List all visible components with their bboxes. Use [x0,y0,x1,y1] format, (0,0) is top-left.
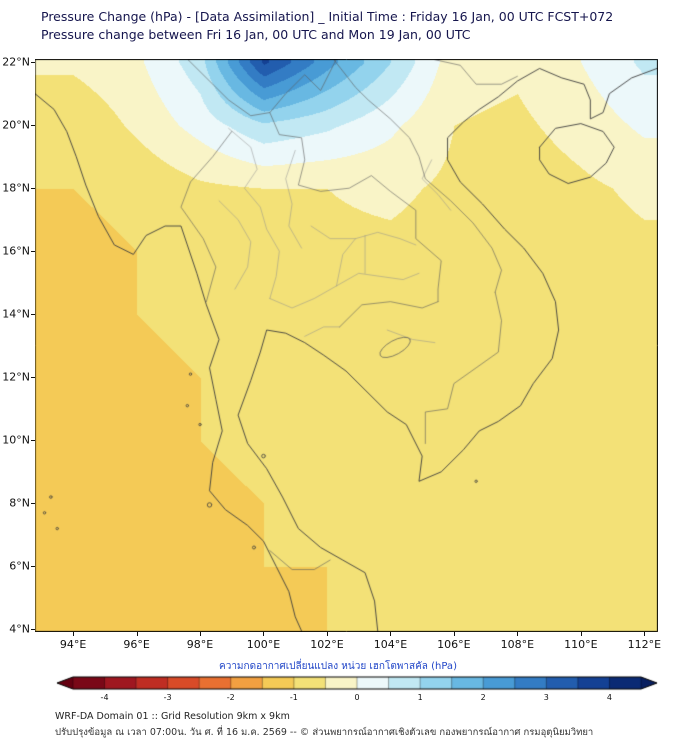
chart-title: Pressure Change (hPa) - [Data Assimilati… [41,9,614,24]
colorbar-tick-label: -1 [289,693,298,702]
y-axis-tick [31,377,35,379]
x-axis-tick-label: 110°E [564,638,598,651]
colorbar-tick-label: 4 [606,693,612,702]
y-axis-tick [31,314,35,316]
x-axis-tick [644,632,646,636]
colorbar-tick-label: 3 [543,693,549,702]
y-axis-tick [31,440,35,442]
colorbar-tick-label: 2 [480,693,486,702]
y-axis-tick-label: 16°N [2,244,30,258]
x-axis-tick [453,632,455,636]
y-axis-tick [31,503,35,505]
x-axis-tick-label: 106°E [437,638,471,651]
y-axis-tick [31,188,35,190]
x-axis-tick-label: 108°E [500,638,535,651]
x-axis-tick-label: 102°E [310,638,344,651]
x-axis-tick [390,632,392,636]
x-axis-tick [517,632,519,636]
y-axis-tick-label: 18°N [2,181,30,195]
y-axis-tick [31,629,35,631]
x-axis-tick-label: 94°E [59,638,87,651]
y-axis-tick [31,251,35,253]
x-axis-tick [73,632,75,636]
y-axis-tick-label: 4°N [9,622,30,636]
y-axis-tick-label: 12°N [2,370,30,384]
pressure-map-canvas [35,59,658,632]
x-axis-tick [326,632,328,636]
chart-subtitle: Pressure change between Fri 16 Jan, 00 U… [41,27,471,42]
colorbar-title: ความกดอากาศเปลี่ยนแปลง หน่วย เฮกโตพาสคัล… [219,661,457,672]
footer-credit: ปรับปรุงข้อมูล ณ เวลา 07:00น. วัน ศ. ที่… [55,727,594,738]
y-axis-tick-label: 10°N [2,433,30,447]
y-axis-tick-label: 8°N [9,496,30,510]
x-axis-tick [136,632,138,636]
x-axis-tick [263,632,265,636]
colorbar-tick-label: -4 [100,693,109,702]
y-axis-tick [31,125,35,127]
x-axis-tick-label: 98°E [186,638,214,651]
x-axis-tick-label: 100°E [246,638,281,651]
x-axis-tick [580,632,582,636]
colorbar-tick-label: -2 [226,693,235,702]
y-axis-tick-label: 6°N [9,559,30,573]
y-axis-tick-label: 22°N [2,55,30,69]
y-axis-tick-label: 14°N [2,307,30,321]
colorbar-tick-label: 0 [354,693,360,702]
y-axis-tick-label: 20°N [2,118,30,132]
footer-domain-info: WRF-DA Domain 01 :: Grid Resolution 9km … [55,711,290,722]
colorbar-tick-label: -3 [163,693,172,702]
y-axis-tick [31,62,35,64]
x-axis-tick [200,632,202,636]
colorbar-tick-label: 1 [417,693,423,702]
x-axis-tick-label: 112°E [627,638,662,651]
x-axis-tick-label: 96°E [123,638,150,651]
x-axis-tick-label: 104°E [373,638,408,651]
colorbar-canvas [55,675,659,691]
y-axis-tick [31,566,35,568]
